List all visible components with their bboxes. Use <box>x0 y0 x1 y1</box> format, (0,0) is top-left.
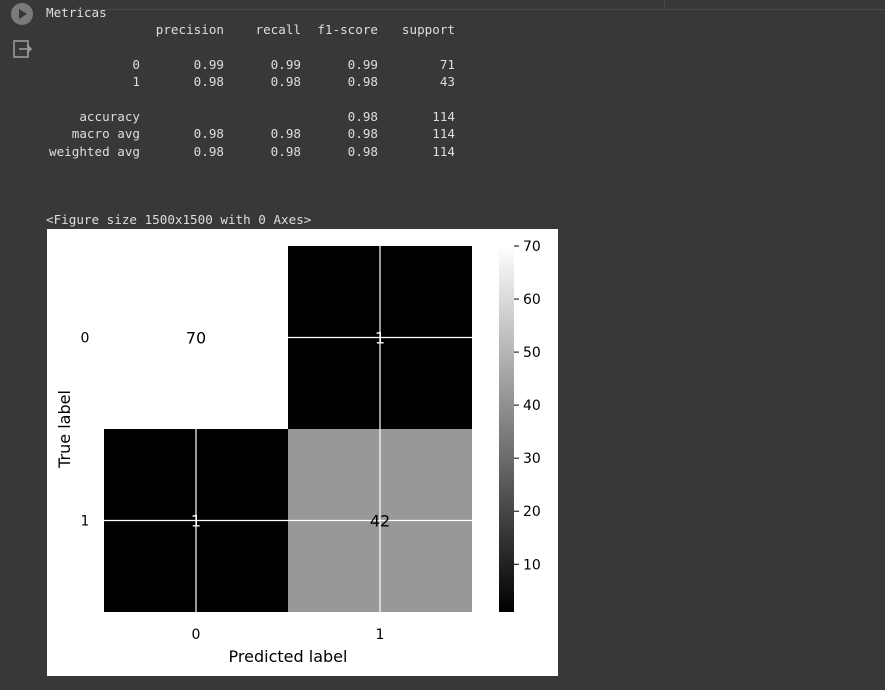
x-tick-label: 1 <box>376 627 385 643</box>
x-tick-label: 0 <box>192 627 201 643</box>
cell-value-label: 1 <box>375 329 385 348</box>
colorbar <box>499 246 514 612</box>
colorbar-tick-label: 10 <box>523 557 541 573</box>
row-label: 1 <box>132 74 140 89</box>
header-recall: recall <box>255 22 302 37</box>
cell-value-label: 1 <box>191 512 201 531</box>
row-support: 71 <box>439 57 455 72</box>
confusion-matrix-figure: 70 1 1 42 0 1 0 1 Predicted label True label 10 20 3… <box>47 229 558 676</box>
stdout-title: Metricas <box>46 5 107 20</box>
header-precision: precision <box>155 22 224 37</box>
row-recall: 0.98 <box>270 74 301 89</box>
summary-f1: 0.98 <box>347 109 378 124</box>
y-tick-label: 0 <box>81 331 90 347</box>
colorbar-tick-label: 30 <box>523 451 541 467</box>
summary-recall: 0.98 <box>270 144 301 159</box>
summary-f1: 0.98 <box>347 144 378 159</box>
summary-support: 114 <box>432 126 455 141</box>
summary-recall: 0.98 <box>270 126 301 141</box>
summary-label: accuracy <box>79 109 140 124</box>
summary-label: weighted avg <box>49 144 140 159</box>
output-menu-icon[interactable] <box>11 38 33 60</box>
figure-repr-text: <Figure size 1500x1500 with 0 Axes> <box>46 212 312 227</box>
colorbar-tick-label: 40 <box>523 398 541 414</box>
run-cell-button[interactable] <box>11 3 33 25</box>
summary-f1: 0.98 <box>347 126 378 141</box>
row-recall: 0.99 <box>270 57 301 72</box>
summary-precision: 0.98 <box>193 144 224 159</box>
header-support: support <box>401 22 455 37</box>
summary-support: 114 <box>432 144 455 159</box>
summary-label: macro avg <box>71 126 140 141</box>
colorbar-tick-label: 60 <box>523 292 541 308</box>
row-support: 43 <box>439 74 455 89</box>
row-precision: 0.99 <box>193 57 224 72</box>
colorbar-tick-label: 70 <box>523 239 541 255</box>
row-f1: 0.99 <box>347 57 378 72</box>
row-precision: 0.98 <box>193 74 224 89</box>
cell-value-label: 70 <box>186 329 206 348</box>
x-axis-label: Predicted label <box>229 647 348 666</box>
colorbar-tick-label: 50 <box>523 345 541 361</box>
y-tick-label: 1 <box>81 514 90 530</box>
summary-precision: 0.98 <box>193 126 224 141</box>
cell-value-label: 42 <box>370 512 390 531</box>
y-axis-label: True label <box>55 390 74 469</box>
summary-support: 114 <box>432 109 455 124</box>
header-f1-score: f1-score <box>317 22 378 37</box>
previous-cell-border <box>46 0 885 10</box>
row-f1: 0.98 <box>347 74 378 89</box>
row-label: 0 <box>132 57 140 72</box>
colorbar-tick-label: 20 <box>523 504 541 520</box>
